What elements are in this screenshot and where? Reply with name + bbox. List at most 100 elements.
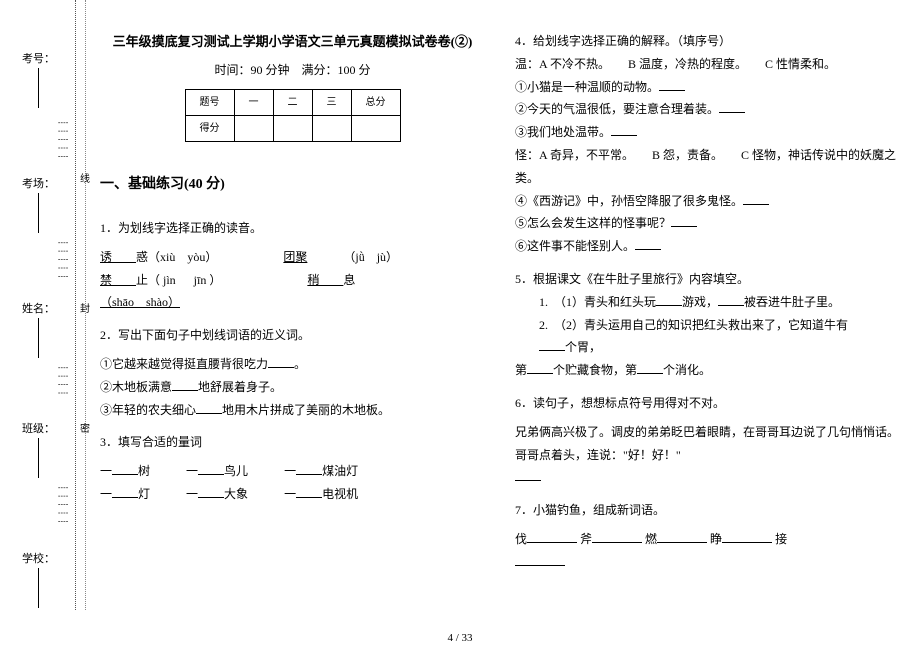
q1-l2a: 禁 (100, 273, 136, 287)
fill-blank[interactable] (718, 292, 744, 306)
table-row: 题号 一 二 三 总分 (185, 90, 400, 116)
q5-b2: 个胃， (565, 340, 601, 354)
binding-kaohao: 考号： (22, 50, 55, 108)
q2-b1: ②木地板满意 (100, 380, 172, 394)
fill-blank[interactable] (196, 400, 222, 414)
q1-l2c: 稍 (307, 273, 343, 287)
q2-a: ①它越来越觉得挺直腰背很吃力 (100, 357, 268, 371)
q7-stem: 7．小猫钓鱼，组成新词语。 (515, 499, 900, 522)
q4-w1: ①小猫是一种温顺的动物。 (515, 80, 659, 94)
q4-g1: ④《西游记》中，孙悟空降服了很多鬼怪。 (515, 194, 743, 208)
fill-blank[interactable] (659, 77, 685, 91)
table-row: 得分 (185, 116, 400, 142)
q7-i3: 睁 (710, 532, 722, 546)
q7-i1: 斧 (580, 532, 592, 546)
binding-dashes-4: ┊┊┊┊┊ (58, 485, 68, 527)
score-head-2: 二 (273, 90, 312, 116)
binding-dashes-1: ┊┊┊┊┊ (58, 120, 68, 162)
question-3: 3．填写合适的量词 一树 一鸟儿 一煤油灯 一灯 一大象 一电视机 (100, 431, 485, 505)
fill-blank[interactable] (611, 122, 637, 136)
q5-a3: 被吞进牛肚子里。 (744, 295, 840, 309)
fill-blank[interactable] (112, 461, 138, 475)
q3-r1-2: 煤油灯 (322, 464, 358, 478)
q2-c1: ③年轻的农夫细心 (100, 403, 196, 417)
fill-blank[interactable] (719, 99, 745, 113)
fill-blank[interactable] (296, 484, 322, 498)
fill-blank[interactable] (656, 292, 682, 306)
question-5: 5．根据课文《在牛肚子里旅行》内容填空。 1. （1）青头和红头玩游戏，被吞进牛… (515, 268, 900, 382)
q4-w3: ③我们地处温带。 (515, 125, 611, 139)
binding-xingming: 姓名： (22, 300, 55, 358)
q7-i2: 燃 (645, 532, 657, 546)
fill-blank[interactable] (637, 360, 663, 374)
fill-blank[interactable] (592, 529, 642, 543)
fill-blank[interactable] (268, 354, 294, 368)
binding-dotted-line-outer (75, 0, 76, 610)
fill-blank[interactable] (539, 337, 565, 351)
score-head-0: 题号 (185, 90, 234, 116)
q3-r2-1: 大象 (224, 487, 248, 501)
exam-subtitle: 时间：90 分钟 满分：100 分 (100, 59, 485, 82)
binding-kaochang: 考场： (22, 175, 55, 233)
fill-blank[interactable] (635, 236, 661, 250)
q2-c2: 地用木片拼成了美丽的木地板。 (222, 403, 390, 417)
score-head-4: 总分 (351, 90, 400, 116)
fill-blank[interactable] (198, 461, 224, 475)
binding-xuexiao: 学校： (22, 550, 55, 608)
question-1: 1．为划线字选择正确的读音。 诱惑（xiù yòu） 团聚 （jǜ jù） 禁止… (100, 217, 485, 314)
binding-dashes-3: ┊┊┊┊ (58, 365, 68, 399)
fill-blank[interactable] (743, 191, 769, 205)
q5-c3: 个消化。 (663, 363, 711, 377)
score-head-1: 一 (234, 90, 273, 116)
q4-g3: ⑥这件事不能怪别人。 (515, 239, 635, 253)
q4-g2: ⑤怎么会发生这样的怪事呢？ (515, 216, 671, 230)
q5-b1: （2）青头运用自己的知识把红头救出来了，它知道牛有 (560, 318, 848, 332)
q1-l3: （shāo shào） (100, 295, 180, 309)
q5-a2: 游戏， (682, 295, 718, 309)
fill-blank[interactable] (172, 377, 198, 391)
right-column: 4．给划线字选择正确的解释。（填序号） 温：A 不冷不热。 B 温度，冷热的程度… (515, 30, 900, 610)
page-number: 4 / 33 (0, 632, 920, 644)
q6-body: 兄弟俩高兴极了。调皮的弟弟眨巴着眼睛，在哥哥耳边说了几句悄悄话。哥哥点着头，连说… (515, 421, 900, 467)
q3-r1-0: 树 (138, 464, 150, 478)
q2-stem: 2．写出下面句子中划线词语的近义词。 (100, 324, 485, 347)
binding-mark-xian: 线 (80, 170, 90, 185)
binding-banji: 班级： (22, 420, 55, 478)
q1-l1a: 诱 (100, 250, 136, 264)
q7-i0: 伐 (515, 532, 527, 546)
fill-blank[interactable] (527, 360, 553, 374)
q4-wen: 温：A 不冷不热。 B 温度，冷热的程度。 C 性情柔和。 (515, 53, 900, 76)
fill-blank[interactable] (112, 484, 138, 498)
section-1-title: 一、基础练习(40 分) (100, 172, 485, 199)
question-6: 6．读句子，想想标点符号用得对不对。 兄弟俩高兴极了。调皮的弟弟眨巴着眼睛，在哥… (515, 392, 900, 489)
q3-r2-2: 电视机 (322, 487, 358, 501)
q5-stem: 5．根据课文《在牛肚子里旅行》内容填空。 (515, 268, 900, 291)
question-7: 7．小猫钓鱼，组成新词语。 伐 斧 燃 睁 接 (515, 499, 900, 573)
fill-blank[interactable] (671, 213, 697, 227)
q7-i4: 接 (775, 532, 787, 546)
q5-a1: （1）青头和红头玩 (560, 295, 656, 309)
q4-stem: 4．给划线字选择正确的解释。（填序号） (515, 30, 900, 53)
fill-blank[interactable] (515, 467, 541, 481)
fill-blank[interactable] (527, 529, 577, 543)
q5-c2: 个贮藏食物，第 (553, 363, 637, 377)
fill-blank[interactable] (296, 461, 322, 475)
q4-w2: ②今天的气温很低，要注意合理着装。 (515, 102, 719, 116)
exam-title: 三年级摸底复习测试上学期小学语文三单元真题模拟试卷卷(②) (100, 30, 485, 55)
q1-l1b: 惑（xiù yòu） (136, 250, 217, 264)
q5-c1: 第 (515, 363, 527, 377)
q3-stem: 3．填写合适的量词 (100, 431, 485, 454)
q6-stem: 6．读句子，想想标点符号用得对不对。 (515, 392, 900, 415)
q3-r2-0: 灯 (138, 487, 150, 501)
binding-dashes-2: ┊┊┊┊┊ (58, 240, 68, 282)
fill-blank[interactable] (515, 552, 565, 566)
q3-r1-1: 鸟儿 (224, 464, 248, 478)
fill-blank[interactable] (657, 529, 707, 543)
q1-l2b: 止（ jìn jīn ） (136, 273, 221, 287)
binding-mark-mi: 密 (80, 420, 90, 435)
question-4: 4．给划线字选择正确的解释。（填序号） 温：A 不冷不热。 B 温度，冷热的程度… (515, 30, 900, 258)
fill-blank[interactable] (722, 529, 772, 543)
q1-l1c: 团聚 (283, 250, 307, 264)
q1-stem: 1．为划线字选择正确的读音。 (100, 217, 485, 240)
fill-blank[interactable] (198, 484, 224, 498)
